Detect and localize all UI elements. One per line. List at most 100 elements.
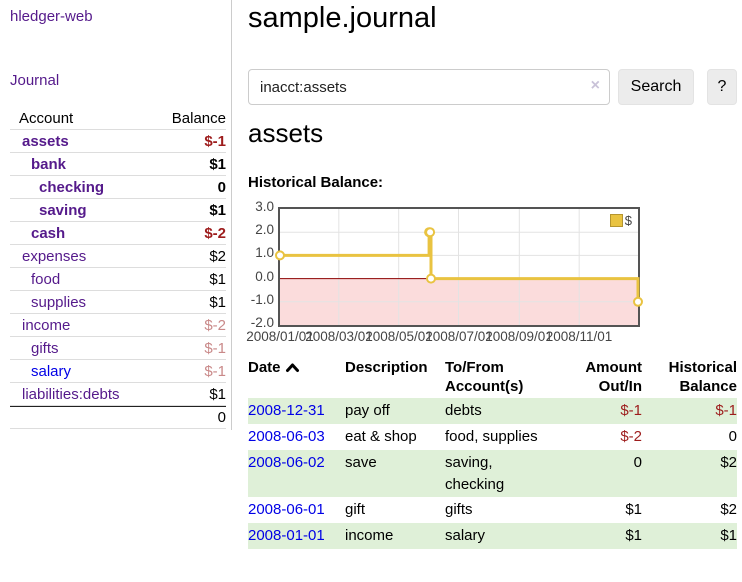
x-tick-label: 2008/01/01 [246,329,314,344]
register-row: 2008-06-03 eat & shop food, supplies $-2 0 [248,424,737,450]
register-table: Date Description To/From Account(s) Amou… [248,357,737,549]
x-tick-label: 2008/11/01 [545,329,613,344]
account-rows: assets $-1 bank $1 checking 0 saving $1 cash $-2 e… [10,130,226,406]
transaction-accounts: gifts [445,501,473,519]
search-input[interactable] [248,69,610,105]
account-balance: $1 [209,293,226,311]
account-balance: $1 [209,270,226,288]
search-input-wrap: × [248,69,610,105]
account-balance: $1 [209,201,226,219]
transaction-amount: $-1 [620,402,642,420]
transaction-date-link[interactable]: 2008-12-31 [248,402,325,420]
accounts-table: Account Balance assets $-1 bank $1 checking 0… [10,107,226,429]
nav-journal-link[interactable]: Journal [10,72,60,89]
account-link[interactable]: income [22,316,71,334]
account-balance: $1 [209,155,226,173]
account-balance: 0 [217,178,226,196]
account-link[interactable]: liabilities:debts [22,385,120,403]
date-header-label: Date [248,359,281,376]
transaction-balance: $1 [720,527,737,545]
account-balance: $-1 [204,362,226,380]
accounts-table-header: Account Balance [10,107,226,130]
account-link[interactable]: bank [31,155,67,173]
register-row: 2008-12-31 pay off debts $-1 $-1 [248,398,737,425]
account-row: liabilities:debts $1 [10,383,226,406]
account-link[interactable]: assets [22,132,69,150]
register-rows: 2008-12-31 pay off debts $-1 $-1 2008-06-03 ea… [248,398,737,549]
transaction-date-link[interactable]: 2008-06-03 [248,428,325,446]
search-button[interactable]: Search [618,69,694,105]
page-title: sample.journal [248,2,437,34]
x-tick-label: 2008/09/01 [485,329,553,344]
accounts-total-value: 0 [217,409,226,426]
nav: Journal [10,72,225,90]
y-tick-label: -2.0 [250,315,274,330]
account-link[interactable]: checking [39,178,105,196]
transaction-accounts: debts [445,402,482,420]
transaction-amount: $1 [625,527,642,545]
account-row: assets $-1 [10,130,226,153]
transaction-date-link[interactable]: 2008-01-01 [248,527,325,545]
brand-link[interactable]: hledger-web [10,8,93,25]
chart-plot-area: $ [275,207,643,327]
y-tick-label: 0.0 [255,269,274,284]
register-col-date[interactable]: Date [248,357,345,398]
app-brand: hledger-web [10,8,225,26]
transaction-date-link[interactable]: 2008-06-02 [248,453,325,471]
y-tick-label: 2.0 [255,222,274,237]
transaction-description: gift [345,501,366,519]
account-row: food $1 [10,268,226,291]
search-form: × Search ? [248,69,737,105]
transaction-accounts: saving, checking [445,453,505,493]
account-row: saving $1 [10,199,226,222]
x-tick-label: 2008/03/01 [305,329,373,344]
y-tick-label: 3.0 [255,199,274,214]
transaction-balance: 0 [728,428,737,446]
historical-balance-label: Historical Balance: [248,174,384,191]
account-link[interactable]: expenses [22,247,87,265]
account-link[interactable]: supplies [31,293,87,311]
transaction-accounts: food, supplies [445,428,538,446]
account-link[interactable]: saving [39,201,87,219]
account-row: income $-2 [10,314,226,337]
account-balance: $1 [209,385,226,403]
account-balance: $2 [209,247,226,265]
account-row: expenses $2 [10,245,226,268]
transaction-balance: $2 [720,453,737,471]
account-link[interactable]: food [31,270,61,288]
account-balance: $-1 [204,339,226,357]
account-link[interactable]: cash [31,224,66,242]
x-tick-label: 2008/05/01 [365,329,433,344]
chart-legend: $ [607,212,634,229]
clear-search-icon[interactable]: × [590,77,600,94]
account-balance: $-2 [204,316,226,334]
account-row: gifts $-1 [10,337,226,360]
account-row: bank $1 [10,153,226,176]
transaction-date-link[interactable]: 2008-06-01 [248,501,325,519]
register-row: 2008-06-01 gift gifts $1 $2 [248,497,737,523]
account-link[interactable]: salary [31,362,72,380]
account-row: supplies $1 [10,291,226,314]
account-row: salary $-1 [10,360,226,383]
account-link[interactable]: gifts [31,339,59,357]
legend-swatch-icon [609,214,623,227]
main-content: sample.journal × Search ? assets Histori… [246,0,737,582]
register-row: 2008-06-02 save saving, checking 0 $2 [248,449,737,498]
help-button[interactable]: ? [707,69,737,105]
account-balance: $-2 [204,224,226,242]
sidebar: hledger-web Journal Account Balance asse… [0,0,232,430]
sort-ascending-icon [285,359,300,378]
transaction-description: income [345,527,394,545]
register-header-row: Date Description To/From Account(s) Amou… [248,357,737,398]
register-col-accounts: To/From Account(s) [445,359,524,396]
y-tick-label: -1.0 [250,292,274,307]
chart-canvas [275,209,643,325]
x-tick-label: 2008/07/01 [425,329,493,344]
y-tick-label: 1.0 [255,245,274,260]
accounts-total-row: 0 [10,406,226,429]
transaction-balance: $2 [720,501,737,519]
account-heading: assets [248,118,324,148]
transaction-description: pay off [345,402,390,420]
transaction-amount: $-2 [620,428,642,446]
balance-chart: 3.0 2.0 1.0 0.0 -1.0 -2.0 $ 2008/01/01 2008/03… [246,199,737,352]
